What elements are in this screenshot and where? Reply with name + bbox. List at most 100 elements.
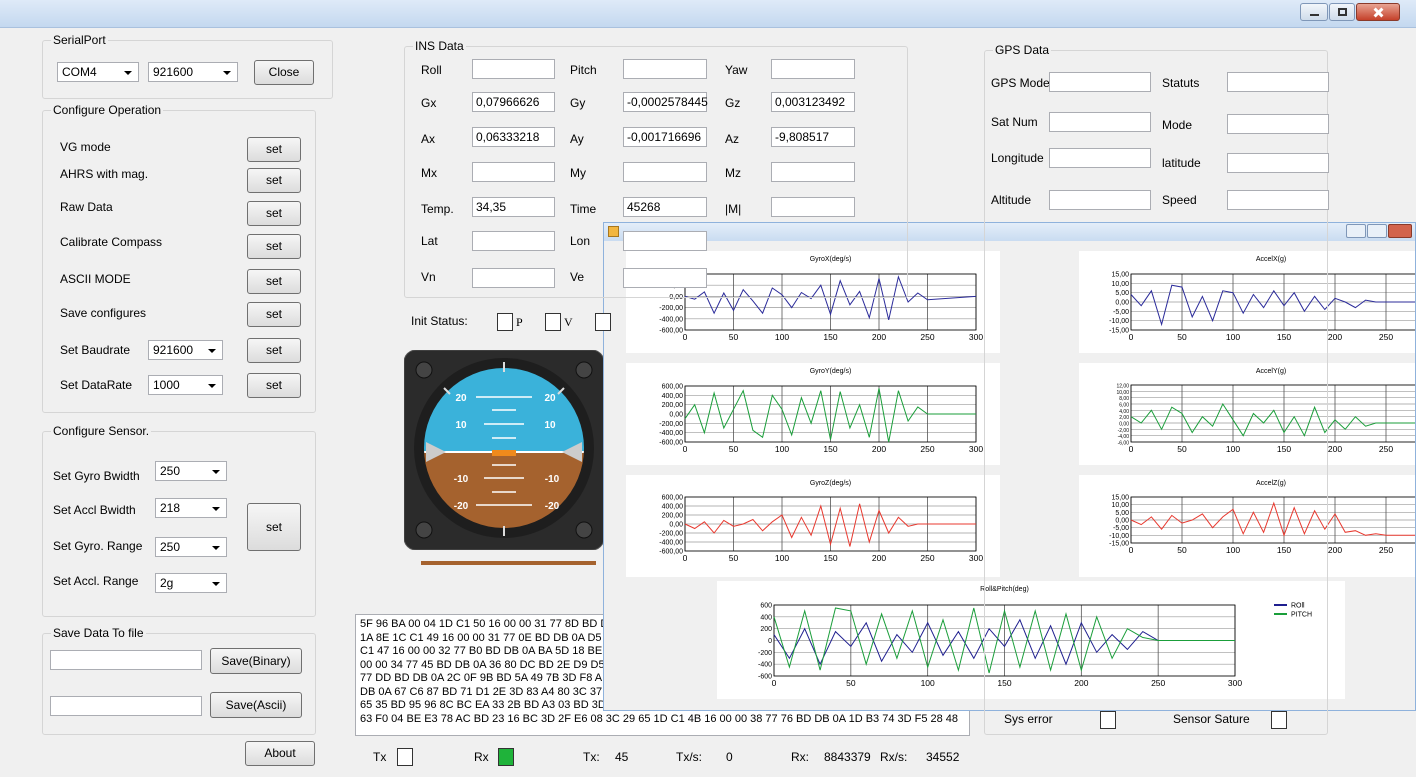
checkbox[interactable] — [1271, 711, 1287, 729]
text-box[interactable] — [1049, 72, 1151, 92]
text-box[interactable] — [1049, 190, 1151, 210]
pitch-label: -20 — [545, 501, 560, 512]
close-button[interactable] — [1388, 224, 1412, 238]
x-tick-label: 250 — [920, 444, 934, 454]
y-tick-label: -5,00 — [1113, 525, 1129, 532]
status-text: Tx/s: — [676, 750, 702, 764]
label: Vn — [421, 270, 436, 284]
text-box[interactable] — [50, 650, 202, 670]
label: Ay — [570, 132, 584, 146]
minimize-button[interactable] — [1346, 224, 1366, 238]
text-box[interactable]: 34,35 — [472, 197, 555, 217]
x-tick-label: 100 — [775, 332, 789, 342]
y-tick-label: 5,00 — [1115, 290, 1129, 297]
flag-label: V — [564, 315, 573, 329]
button[interactable]: set — [247, 137, 301, 162]
text-box[interactable] — [1227, 72, 1329, 92]
label: Set Accl Bwidth — [53, 503, 136, 517]
text-box[interactable]: -0,001716696 — [623, 127, 707, 147]
text-box[interactable]: 0,06333218 — [472, 127, 555, 147]
close-button[interactable] — [1356, 3, 1400, 21]
text-box[interactable]: -9,808517 — [771, 127, 855, 147]
text-box[interactable] — [771, 59, 855, 79]
y-tick-label: 6,00 — [1119, 403, 1129, 409]
checkbox[interactable] — [497, 313, 513, 331]
label: VG mode — [60, 140, 111, 154]
maximize-button[interactable] — [1367, 224, 1387, 238]
combo-value: COM4 — [62, 65, 97, 79]
button[interactable]: set — [247, 168, 301, 193]
text-box[interactable]: 45268 — [623, 197, 707, 217]
chart-window: GyroX(deg/s) 400,00 200,00 0,00 -200,00 -400,… — [603, 222, 1416, 711]
x-tick-label: 0 — [1129, 444, 1134, 454]
series-line — [684, 388, 976, 443]
y-tick-label: 10,00 — [1116, 390, 1129, 396]
checkbox[interactable] — [1100, 711, 1116, 729]
button[interactable]: Save(Binary) — [210, 648, 302, 674]
x-tick-label: 100 — [775, 444, 789, 454]
x-tick-label: 200 — [1074, 678, 1088, 688]
text-box[interactable] — [1227, 114, 1329, 134]
text-box[interactable] — [1049, 112, 1151, 132]
button[interactable]: set — [247, 201, 301, 226]
text-box[interactable] — [472, 231, 555, 251]
x-tick-label: 50 — [729, 553, 739, 563]
label: Rx — [474, 750, 489, 764]
button[interactable]: set — [247, 269, 301, 294]
text-box[interactable] — [472, 268, 555, 288]
chart-panel — [1079, 363, 1415, 465]
combo-box[interactable]: 250 — [155, 537, 227, 557]
label: Roll — [421, 63, 442, 77]
text-box[interactable] — [623, 268, 707, 288]
y-tick-label: -15,00 — [1109, 541, 1129, 548]
label: Time — [570, 202, 597, 216]
y-tick-label: 600,00 — [662, 495, 684, 502]
text-box[interactable] — [1227, 190, 1329, 210]
label: ASCII MODE — [60, 272, 131, 286]
group-title: Configure Sensor. — [51, 424, 152, 438]
button[interactable]: Save(Ascii) — [210, 692, 302, 718]
text-box[interactable] — [472, 59, 555, 79]
button[interactable]: set — [247, 503, 301, 551]
text-box[interactable] — [472, 162, 555, 182]
checkbox[interactable] — [397, 748, 413, 766]
combo-box[interactable]: 218 — [155, 498, 227, 518]
checkbox[interactable] — [595, 313, 611, 331]
maximize-button[interactable] — [1329, 3, 1355, 21]
combo-box[interactable]: COM4 — [57, 62, 139, 82]
text-box[interactable] — [623, 59, 707, 79]
label: Altitude — [991, 193, 1032, 207]
text-box[interactable] — [771, 162, 855, 182]
combo-box[interactable]: 250 — [155, 461, 227, 481]
text-box[interactable] — [623, 231, 707, 251]
text-box[interactable] — [623, 162, 707, 182]
combo-box[interactable]: 1000 — [148, 375, 223, 395]
y-tick-label: -5,00 — [1113, 309, 1129, 316]
checkbox[interactable] — [545, 313, 561, 331]
label: Sat Num — [991, 115, 1038, 129]
text-box[interactable] — [1049, 148, 1151, 168]
button[interactable]: set — [247, 302, 301, 327]
text-box[interactable] — [771, 197, 855, 217]
combo-box[interactable]: 2g — [155, 573, 227, 593]
text-box[interactable] — [1227, 153, 1329, 173]
text-box[interactable]: 0,003123492 — [771, 92, 855, 112]
button[interactable]: About — [245, 741, 315, 766]
button[interactable]: set — [247, 373, 301, 398]
series-line — [773, 607, 1235, 674]
text-box[interactable]: -0,0002578445 — [623, 92, 708, 112]
button[interactable]: Close — [254, 60, 314, 85]
text-box[interactable]: 0,07966626 — [472, 92, 555, 112]
combo-box[interactable]: 921600 — [148, 340, 223, 360]
minimize-button[interactable] — [1300, 3, 1328, 21]
status-text: Rx/s: — [880, 750, 908, 764]
button[interactable]: set — [247, 338, 301, 363]
text-box[interactable] — [50, 696, 202, 716]
combo-box[interactable]: 921600 — [148, 62, 238, 82]
y-tick-label: -600,00 — [659, 549, 683, 556]
y-tick-label: 0 — [768, 638, 772, 645]
y-tick-label: -200 — [758, 650, 772, 657]
plot-frame — [684, 273, 977, 331]
button[interactable]: set — [247, 234, 301, 259]
charts: GyroX(deg/s) 400,00 200,00 0,00 -200,00 -400,… — [626, 251, 1415, 699]
